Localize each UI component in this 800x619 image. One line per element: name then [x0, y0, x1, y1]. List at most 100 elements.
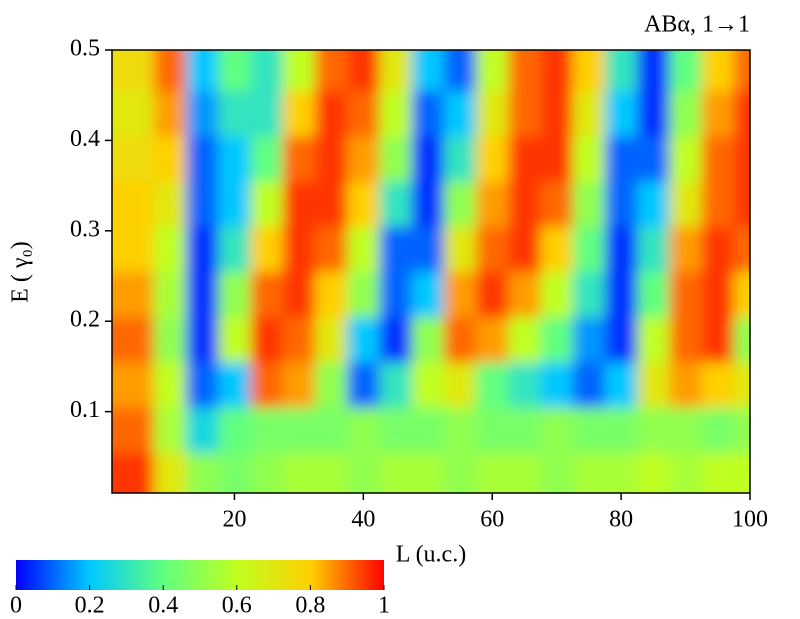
heatmap-cell	[540, 135, 574, 182]
heatmap-cell	[733, 271, 750, 318]
heatmap-cell	[315, 226, 348, 272]
heatmap-cell	[153, 452, 187, 493]
heatmap-cell	[508, 181, 542, 227]
x-tick-label: 100	[732, 507, 768, 533]
heatmap-cell	[411, 181, 445, 227]
heatmap-cell	[476, 407, 509, 453]
heatmap-cell	[476, 226, 509, 272]
heatmap-cell	[637, 361, 670, 408]
heatmap-cell	[282, 452, 316, 493]
heatmap-cell	[218, 90, 252, 137]
heatmap-cell	[411, 226, 445, 272]
heatmap-cell	[112, 90, 155, 137]
heatmap-cell	[186, 226, 219, 272]
heatmap-cell	[605, 50, 638, 92]
heatmap-cell	[315, 361, 348, 408]
heatmap-cell	[701, 90, 735, 137]
heatmap-cell	[637, 50, 670, 92]
heatmap-cell	[476, 181, 509, 227]
heatmap-cell	[701, 181, 735, 227]
heatmap-cell	[315, 452, 348, 493]
heatmap-cell	[282, 226, 316, 272]
heatmap-cell	[250, 361, 284, 408]
heatmap-cell	[218, 452, 252, 493]
heatmap-cell	[250, 181, 284, 227]
heatmap-cell	[508, 452, 542, 493]
heatmap-cell	[637, 90, 670, 137]
heatmap-cell	[112, 452, 155, 493]
y-tick-label: 0.2	[70, 307, 100, 333]
heatmap-cell	[443, 181, 477, 227]
heatmap-cell	[347, 316, 380, 363]
heatmap-cell	[186, 316, 219, 363]
heatmap-cell	[701, 361, 735, 408]
y-axis-label: E ( γ₀)	[8, 241, 34, 303]
heatmap-cell	[250, 50, 284, 92]
colorbar-tick-label: 1	[378, 593, 390, 619]
heatmap-cell	[701, 226, 735, 272]
colorbar-tick-label: 0.8	[295, 593, 325, 619]
heatmap-cell	[218, 407, 252, 453]
heatmap-cell	[733, 135, 750, 182]
heatmap-cell	[733, 181, 750, 227]
heatmap-cell	[379, 181, 413, 227]
heatmap-cell	[701, 316, 735, 363]
heatmap-cell	[153, 90, 187, 137]
heatmap-cell	[669, 316, 703, 363]
heatmap-cell	[153, 181, 187, 227]
heatmap-cell	[411, 90, 445, 137]
heatmap-cell	[379, 226, 413, 272]
heatmap-cell	[508, 90, 542, 137]
heatmap-cell	[540, 271, 574, 318]
heatmap-cell	[282, 90, 316, 137]
heatmap-cell	[443, 135, 477, 182]
heatmap-cell	[637, 181, 670, 227]
heatmap-cell	[112, 181, 155, 227]
heatmap-cell	[540, 316, 574, 363]
colorbar-tick-label: 0.2	[75, 593, 105, 619]
colorbar-tick-label: 0.6	[222, 593, 252, 619]
heatmap-cell	[218, 135, 252, 182]
heatmap-cell	[476, 361, 509, 408]
heatmap-cell	[443, 271, 477, 318]
chart-title: ABα, 1→1	[644, 12, 750, 38]
heatmap-cell	[411, 452, 445, 493]
heatmap-cell	[250, 135, 284, 182]
heatmap-cell	[669, 407, 703, 453]
heatmap-cell	[411, 271, 445, 318]
heatmap-cell	[701, 407, 735, 453]
heatmap-cell	[605, 407, 638, 453]
heatmap-cell	[250, 226, 284, 272]
heatmap-cell	[701, 50, 735, 92]
heatmap-cell	[572, 135, 606, 182]
heatmap-cell	[153, 361, 187, 408]
heatmap-cell	[669, 452, 703, 493]
heatmap-cell	[605, 181, 638, 227]
heatmap-cell	[443, 90, 477, 137]
heatmap-cell	[605, 452, 638, 493]
heatmap-cell	[347, 90, 380, 137]
heatmap-cell	[540, 181, 574, 227]
heatmap-cell	[540, 50, 574, 92]
heatmap-cell	[605, 226, 638, 272]
heatmap-cell	[443, 452, 477, 493]
heatmap-cell	[250, 452, 284, 493]
colorbar-tick-label: 0.4	[148, 593, 178, 619]
heatmap-cell	[379, 316, 413, 363]
heatmap-cell	[508, 316, 542, 363]
heatmap-cell	[379, 271, 413, 318]
heatmap-cell	[669, 181, 703, 227]
heatmap-cell	[315, 90, 348, 137]
heatmap-cell	[250, 90, 284, 137]
y-tick-label: 0.3	[70, 216, 100, 242]
heatmap-cell	[347, 407, 380, 453]
heatmap-cell	[443, 50, 477, 92]
heatmap-cell	[637, 226, 670, 272]
heatmap-cell	[443, 226, 477, 272]
heatmap-cell	[218, 226, 252, 272]
heatmap-cell	[733, 316, 750, 363]
heatmap-cell	[411, 50, 445, 92]
colorbar-tick-label: 0	[10, 593, 22, 619]
heatmap-cell	[112, 226, 155, 272]
heatmap-cell	[186, 271, 219, 318]
